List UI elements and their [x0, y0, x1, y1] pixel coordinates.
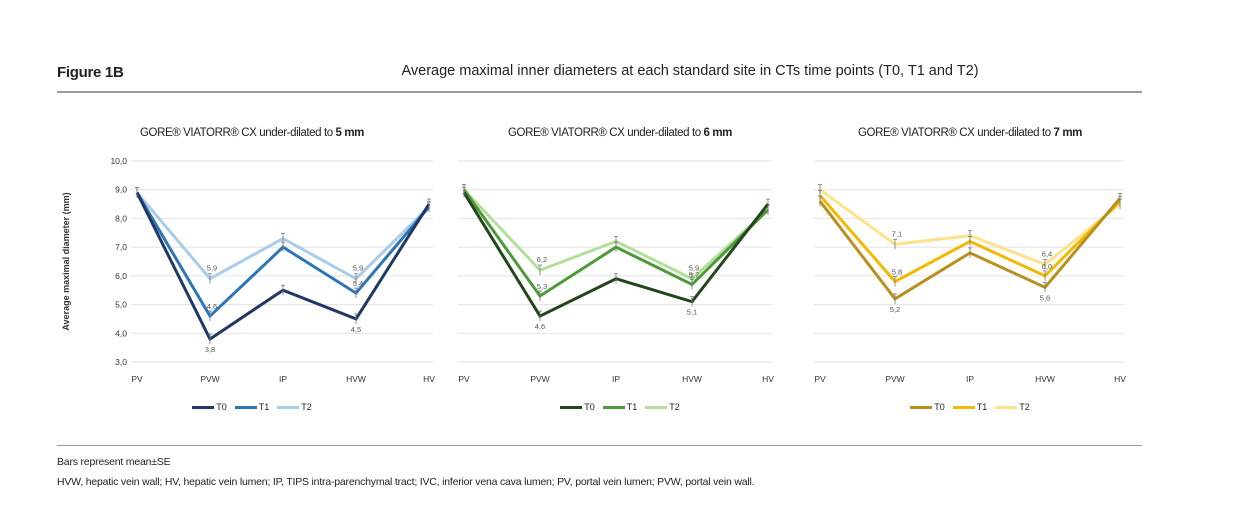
legend-label: T0 [934, 402, 945, 412]
data-label: 4,5 [351, 325, 361, 334]
x-tick-label: PVW [885, 374, 904, 384]
x-tick-label: PVW [200, 374, 219, 384]
series-line [135, 191, 431, 319]
legend-item: T1 [602, 402, 638, 412]
chart-panel-6mm: GORE® VIATORR® CX under-dilated to 6 mm … [450, 95, 790, 440]
legend-item: T2 [995, 402, 1030, 412]
chart-panel-5mm: GORE® VIATORR® CX under-dilated to 5 mm … [57, 95, 447, 440]
data-label: 6,0 [1042, 262, 1052, 271]
legend-swatch [602, 405, 625, 409]
chart-panel-7mm: GORE® VIATORR® CX under-dilated to 7 mm … [800, 95, 1140, 440]
data-label: 7,1 [892, 229, 902, 238]
figure-title: Average maximal inner diameters at each … [401, 63, 979, 79]
legend-label: T2 [669, 402, 680, 412]
line-chart-6mm: PV PVW IP HVW HV 4,6 5,1 5,3 5,7 6,2 5,9 [458, 160, 774, 384]
x-tick-label: HVW [682, 374, 702, 384]
y-tick-label: 10,0 [110, 156, 127, 166]
legend-swatch [995, 405, 1018, 409]
legend-item: T1 [952, 402, 988, 412]
data-label: 4,6 [207, 302, 217, 311]
legend-swatch [234, 405, 257, 409]
data-label: 5,4 [353, 279, 363, 288]
legend-item: T0 [910, 402, 945, 412]
legend-label: T2 [301, 402, 312, 412]
data-label: 5,6 [1040, 293, 1050, 302]
data-label: 5,9 [207, 264, 217, 273]
y-tick-label: 5,0 [115, 300, 127, 310]
y-tick-label: 9,0 [115, 185, 127, 195]
legend-label: T0 [584, 402, 595, 412]
legend-label: T1 [976, 402, 988, 412]
x-tick-label: IP [279, 374, 287, 384]
footnote-abbreviations: HVW, hepatic vein wall; HV, hepatic vein… [57, 476, 755, 488]
legend-swatch [645, 405, 668, 409]
y-tick-label: 6,0 [115, 271, 127, 281]
legend: T0 T1 T2 [450, 402, 790, 412]
panel-title-bold: 7 mm [1053, 127, 1083, 139]
legend-item: T0 [560, 402, 595, 412]
y-tick-label: 4,0 [115, 328, 127, 338]
data-label: 6,2 [537, 255, 547, 264]
legend-label: T2 [1019, 402, 1030, 412]
panel-title: GORE® VIATORR® CX under-dilated to 7 mm [800, 127, 1140, 139]
y-tick-label: 8,0 [115, 213, 127, 223]
panel-title-bold: 6 mm [703, 127, 733, 139]
x-tick-label: PV [131, 374, 143, 384]
line-chart-7mm: PV PVW IP HVW HV 5,2 5,6 5,8 6,0 7,1 6,4 [814, 160, 1126, 384]
legend-label: T1 [626, 402, 638, 412]
data-label: 5,9 [353, 264, 363, 273]
data-label: 5,3 [537, 282, 547, 291]
data-label: 6,4 [1042, 249, 1052, 258]
panel-title-prefix: GORE® VIATORR® CX under-dilated to [858, 127, 1054, 139]
panel-title: GORE® VIATORR® CX under-dilated to 5 mm [57, 127, 447, 139]
line-chart-5mm: 3,0 4,0 5,0 6,0 7,0 8,0 9,0 10,0 Average maximal… [61, 156, 435, 384]
x-tick-label: IP [966, 374, 974, 384]
legend-swatch [910, 405, 933, 409]
legend: T0 T1 T2 [57, 402, 447, 412]
panel-title-prefix: GORE® VIATORR® CX under-dilated to [508, 127, 704, 139]
panel-title-bold: 5 mm [335, 127, 365, 139]
panel-title-prefix: GORE® VIATORR® CX under-dilated to [140, 127, 336, 139]
x-tick-label: IP [612, 374, 620, 384]
x-tick-label: HV [423, 374, 435, 384]
legend-swatch [277, 405, 300, 409]
data-label: 3,8 [205, 345, 215, 354]
footnote-bars: Bars represent mean±SE [57, 456, 171, 468]
x-tick-label: PV [814, 374, 826, 384]
data-label: 5,1 [687, 308, 697, 317]
legend-swatch [952, 405, 975, 409]
x-tick-label: HV [1114, 374, 1126, 384]
y-tick-label: 7,0 [115, 242, 127, 252]
x-tick-label: HV [762, 374, 774, 384]
legend-label: T1 [258, 402, 270, 412]
legend-item: T2 [645, 402, 680, 412]
data-label: 5,8 [892, 268, 902, 277]
x-tick-label: HVW [1035, 374, 1055, 384]
figure-label: Figure 1B [57, 64, 124, 81]
bottom-rule [57, 445, 1142, 446]
data-label: 4,6 [535, 322, 545, 331]
panel-title: GORE® VIATORR® CX under-dilated to 6 mm [450, 127, 790, 139]
y-tick-label: 3,0 [115, 357, 127, 367]
y-axis-label: Average maximal diameter (mm) [61, 192, 71, 330]
legend-item: T0 [192, 402, 227, 412]
legend-item: T1 [234, 402, 270, 412]
data-label: 5,9 [689, 264, 699, 273]
data-label: 5,2 [890, 305, 900, 314]
legend-label: T0 [216, 402, 227, 412]
x-tick-label: PVW [530, 374, 549, 384]
legend-swatch [192, 405, 215, 409]
x-tick-label: PV [458, 374, 470, 384]
data-label: 5,7 [689, 270, 699, 279]
legend: T0 T1 T2 [800, 402, 1140, 412]
legend-item: T2 [277, 402, 312, 412]
legend-swatch [560, 405, 583, 409]
x-tick-label: HVW [346, 374, 366, 384]
top-rule [57, 91, 1142, 93]
